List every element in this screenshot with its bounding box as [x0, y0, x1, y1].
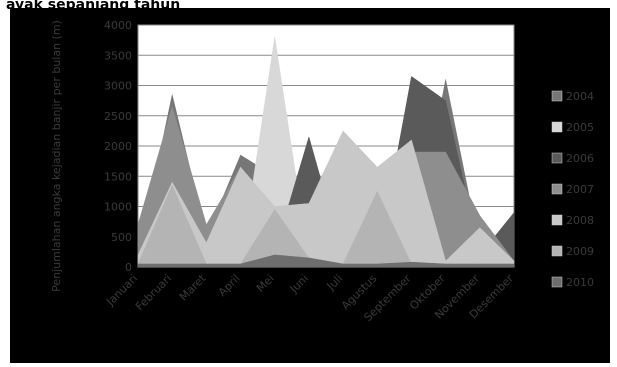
legend-swatch-2008 [551, 214, 563, 226]
legend-label-2005: 2005 [566, 121, 594, 134]
legend-swatch-2004 [551, 90, 563, 102]
legend-swatch-2007 [551, 183, 563, 195]
y-tick-label-1: 500 [111, 231, 132, 244]
y-tick-label-4: 2000 [104, 140, 132, 153]
series-areas [137, 37, 515, 268]
y-axis-ticks: 0 500 1000 1500 2000 2500 3000 3500 4000 [104, 19, 132, 274]
legend-swatch-2005 [551, 121, 563, 133]
legend-label-2008: 2008 [566, 214, 594, 227]
legend-swatch-2006 [551, 152, 563, 164]
x-tick-label-5: Juni [287, 272, 311, 296]
legend-label-2004: 2004 [566, 90, 594, 103]
x-tick-label-6: Juli [324, 272, 345, 293]
legend-swatch-2010 [551, 276, 563, 288]
x-tick-label-4: Mei [254, 272, 277, 295]
series-area-2008 [137, 130, 515, 268]
x-tick-label-2: Maret [177, 271, 209, 303]
y-tick-label-0: 0 [125, 261, 132, 274]
y-tick-label-8: 4000 [104, 19, 132, 32]
y-axis-label: Penjumlahan angka kejadian banjir per bu… [50, 20, 63, 292]
y-tick-label-3: 1500 [104, 170, 132, 183]
y-tick-label-2: 1000 [104, 201, 132, 214]
legend-label-2010: 2010 [566, 276, 594, 289]
x-tick-label-3: April [216, 272, 243, 299]
legend-swatch-2009 [551, 245, 563, 257]
legend-label-2009: 2009 [566, 245, 594, 258]
legend-label-2006: 2006 [566, 152, 594, 165]
x-tick-label-1: Februari [133, 272, 174, 313]
legend-label-2007: 2007 [566, 183, 594, 196]
series-area-2010 [137, 254, 515, 268]
legend: 2004 2005 2006 2007 2008 2009 2010 [551, 90, 594, 289]
y-tick-label-5: 2500 [104, 110, 132, 123]
chart-area: 0 500 1000 1500 2000 2500 3000 3500 4000 Januari… [10, 8, 610, 363]
y-tick-label-7: 3500 [104, 49, 132, 62]
y-tick-label-6: 3000 [104, 80, 132, 93]
